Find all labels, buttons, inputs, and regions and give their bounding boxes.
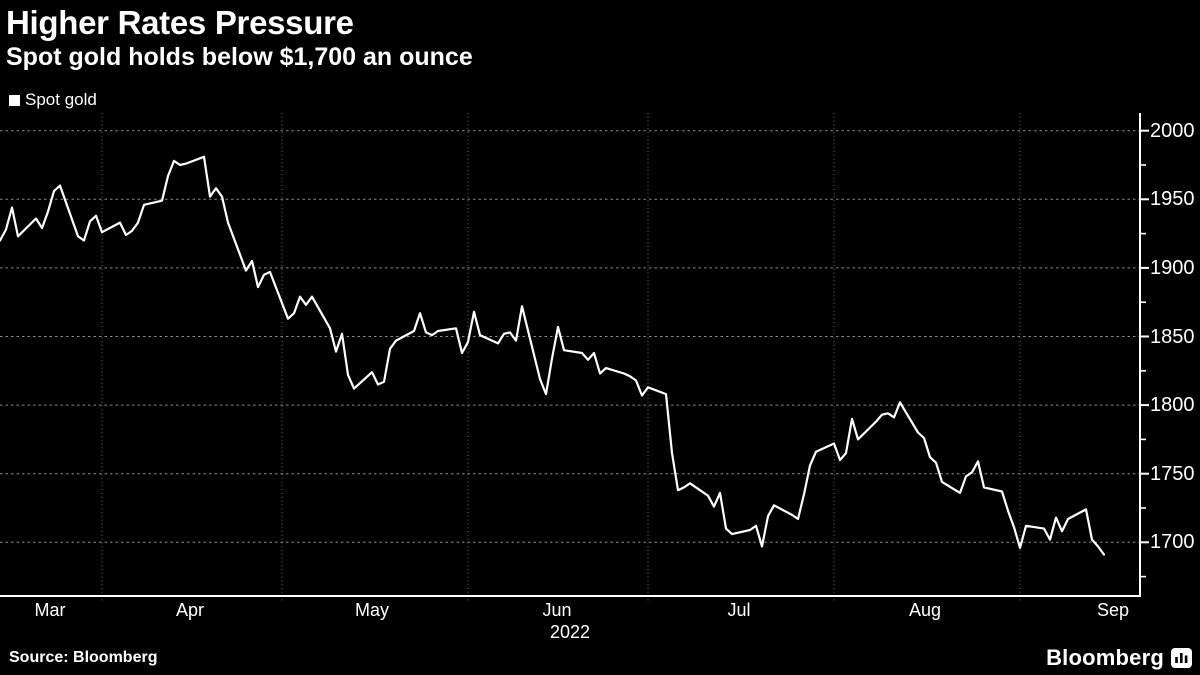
y-tick-label: 1700 [1150, 531, 1195, 554]
bloomberg-bars-icon [1171, 648, 1192, 668]
legend: Spot gold [9, 90, 97, 109]
chart-subtitle: Spot gold holds below $1,700 an ounce [6, 43, 473, 71]
x-tick-label: Jun [542, 600, 572, 620]
y-tick-label: 1800 [1150, 394, 1195, 417]
x-tick-label: Sep [1096, 600, 1130, 620]
y-tick-label: 1950 [1150, 188, 1195, 211]
y-tick-label: 1850 [1150, 325, 1195, 348]
x-tick-label: Mar [34, 600, 66, 620]
x-axis-year-label: 2022 [549, 622, 591, 642]
x-tick-label: Aug [908, 600, 942, 620]
bloomberg-wordmark: Bloomberg [1046, 645, 1164, 670]
legend-label: Spot gold [25, 90, 97, 109]
page-title: Higher Rates Pressure [6, 4, 354, 41]
spot-gold-line [0, 155, 1106, 556]
x-tick-label: Apr [175, 600, 204, 620]
legend-swatch-icon [9, 94, 20, 106]
x-tick-label: Jul [727, 600, 751, 620]
y-tick-label: 1900 [1150, 256, 1195, 279]
x-tick-label: May [354, 600, 389, 620]
bloomberg-logo: Bloomberg [1046, 645, 1192, 671]
y-tick-label: 1750 [1150, 462, 1195, 485]
source-credit: Source: Bloomberg [9, 649, 158, 666]
y-tick-label: 2000 [1150, 119, 1195, 142]
